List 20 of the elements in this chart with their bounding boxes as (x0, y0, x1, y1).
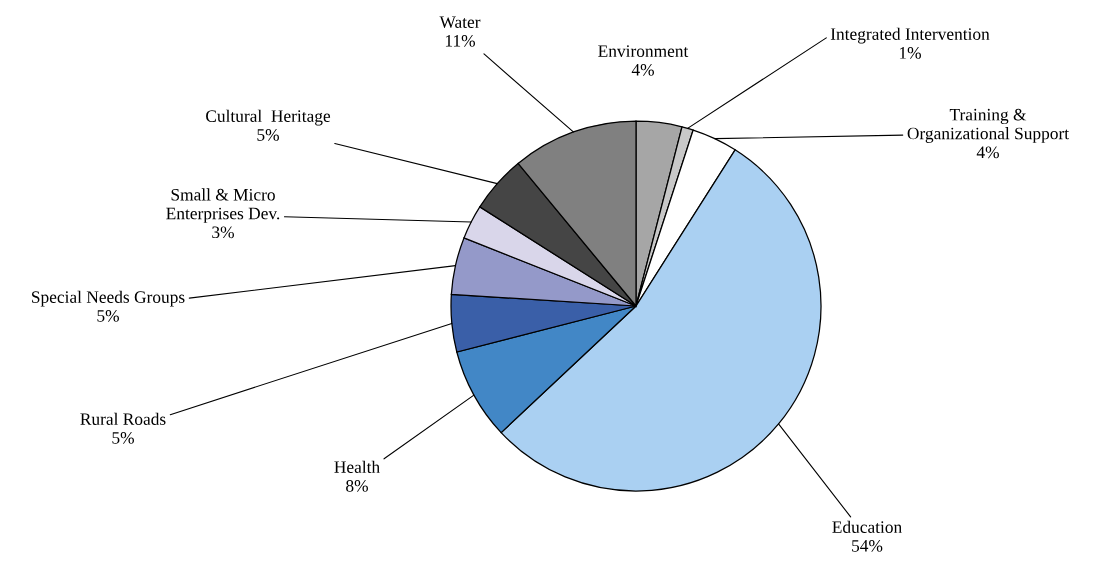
slice-label: Rural Roads (80, 412, 166, 425)
slice-label: Small & Micro Enterprises Dev. (166, 188, 280, 223)
data-label: 54% (852, 540, 883, 552)
data-label: 1% (899, 47, 921, 59)
slice-label: Cultural Heritage (206, 109, 331, 126)
slice-label: Water (439, 16, 481, 29)
data-label: 4% (631, 64, 654, 76)
slice-label: Training & Organizational Support (907, 108, 1069, 143)
data-label: 5% (97, 310, 119, 322)
slice-label: Education (832, 520, 902, 533)
data-label: 5% (257, 129, 279, 141)
data-label: 4% (976, 146, 999, 159)
slice-label: Integrated Intervention (830, 27, 990, 44)
data-label: 8% (346, 480, 368, 492)
slice-label: Special Needs Groups (32, 290, 185, 307)
data-label: 11% (445, 35, 475, 47)
data-label: 3% (212, 226, 234, 239)
data-label: 5% (112, 432, 134, 444)
slice-label: Health (334, 460, 380, 473)
slice-label: Environment (598, 45, 689, 57)
